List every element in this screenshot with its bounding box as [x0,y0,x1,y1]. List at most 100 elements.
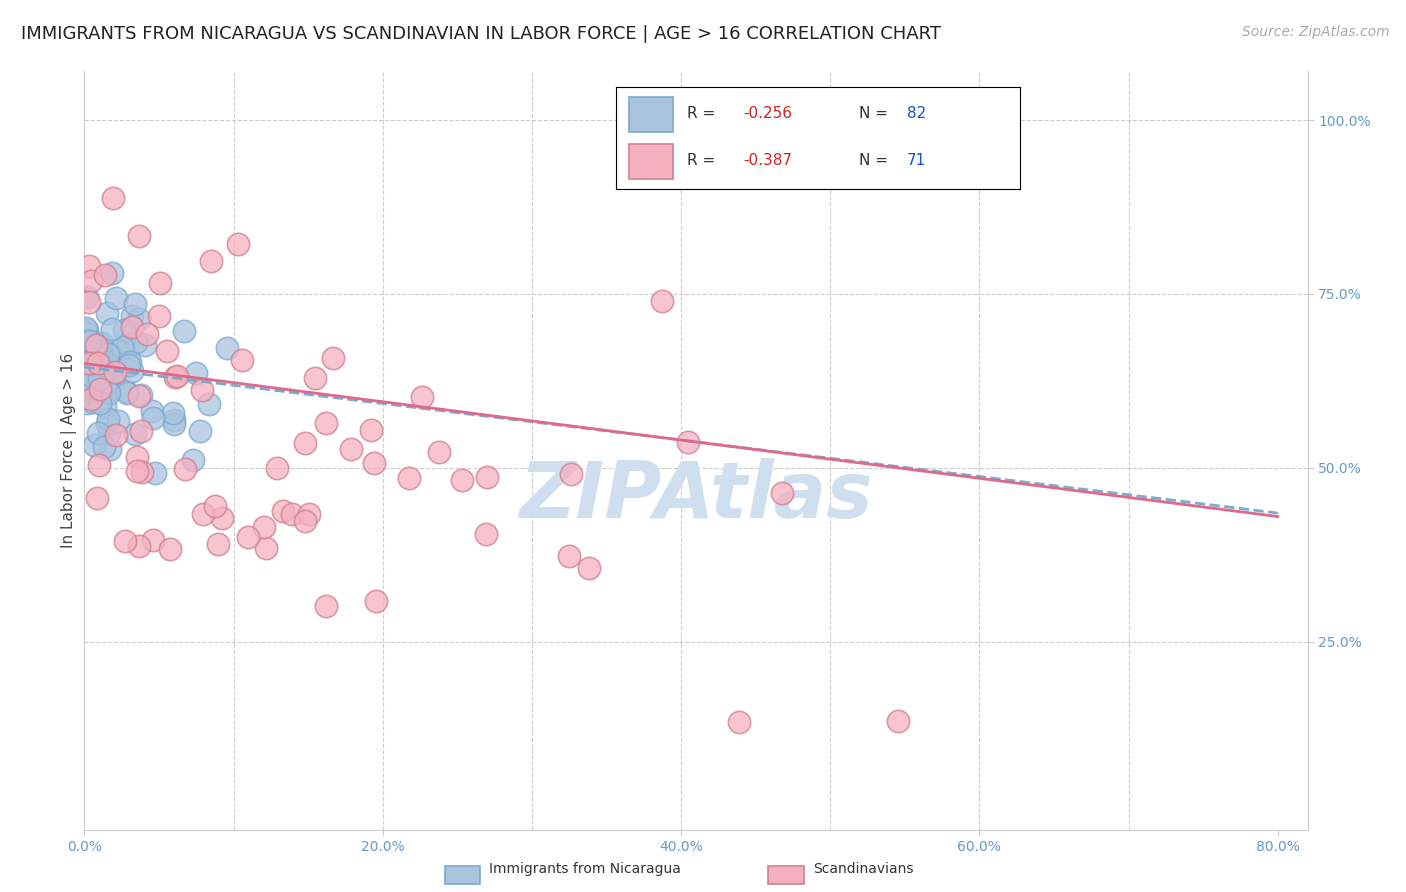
Text: ZIPAtlas: ZIPAtlas [519,458,873,534]
Point [149,276,172,290]
Point [143,466,166,480]
Point [79,334,101,349]
Point [163,417,186,431]
Point [475,527,498,541]
Point [112,323,135,337]
Point [98,349,121,363]
Point [111,340,134,354]
Point [82,395,104,409]
Point [96,417,118,431]
Point [411,390,433,404]
Point [142,410,165,425]
Point [86,378,108,392]
Point [101,322,124,336]
Point [75,320,97,334]
Point [103,374,125,388]
Point [363,457,385,471]
Point [256,541,278,555]
Point [651,293,673,308]
Point [90,335,112,350]
FancyBboxPatch shape [768,866,804,884]
Point [124,296,146,310]
Point [90,339,112,353]
Point [79,368,101,383]
Point [429,444,451,458]
Point [96,412,118,426]
Point [90,343,112,358]
Point [770,486,793,500]
Point [105,291,128,305]
Point [77,356,100,370]
Point [94,358,117,372]
Point [76,323,98,337]
Point [76,395,98,409]
Point [560,467,582,481]
Point [304,371,326,385]
Point [90,347,112,361]
Point [89,396,111,410]
Point [97,347,120,361]
Point [75,377,97,392]
Point [103,368,125,383]
Point [253,520,276,534]
Point [280,508,302,522]
Point [96,306,118,320]
Point [125,450,148,465]
Point [121,319,143,334]
Point [101,191,124,205]
Point [236,530,259,544]
Point [80,392,103,406]
Point [118,359,141,373]
Point [101,266,124,280]
Point [174,462,197,476]
Point [129,424,152,438]
Point [94,399,117,413]
Point [93,268,115,282]
Point [558,549,581,563]
Point [148,310,170,324]
Point [315,416,337,430]
Point [166,369,188,384]
Point [134,337,156,351]
Point [676,435,699,450]
Point [727,715,749,730]
Point [97,384,120,398]
Point [114,384,136,399]
Point [121,309,143,323]
Point [128,312,150,326]
Point [79,274,101,288]
Point [77,334,100,349]
Point [86,426,108,441]
Point [360,423,382,437]
Point [87,350,110,364]
Point [322,351,344,366]
Text: Immigrants from Nicaragua: Immigrants from Nicaragua [489,862,681,876]
Point [131,466,153,480]
Point [125,335,148,350]
Point [364,594,387,608]
Point [173,325,195,339]
Point [163,413,186,427]
Point [87,372,110,386]
Point [86,491,108,506]
Point [114,533,136,548]
Point [186,366,208,380]
Point [83,438,105,452]
Point [215,342,238,356]
Point [115,342,138,356]
Point [84,367,107,381]
Point [204,499,226,513]
Point [159,541,181,556]
Point [87,458,110,473]
Point [96,375,118,389]
Point [94,379,117,393]
Point [98,386,121,401]
Point [97,426,120,441]
Point [156,344,179,359]
Point [181,452,204,467]
Point [75,326,97,340]
Point [294,514,316,528]
Point [200,253,222,268]
Point [273,503,295,517]
Point [298,508,321,522]
